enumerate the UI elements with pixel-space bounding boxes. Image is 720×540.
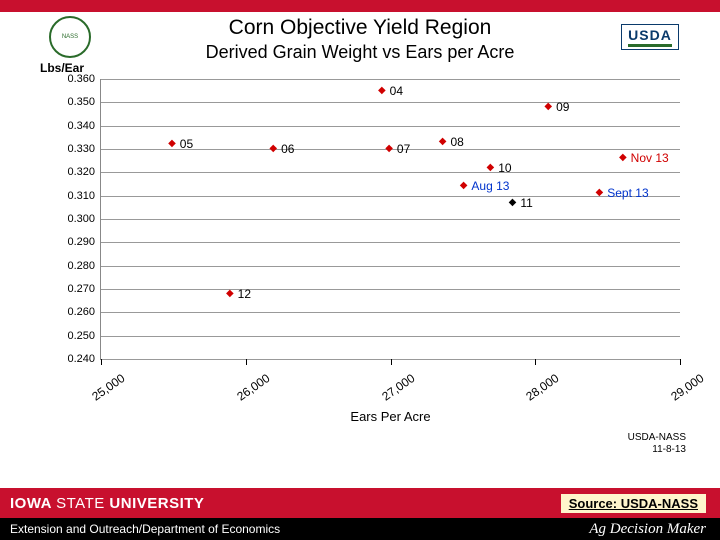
point-label: 04: [390, 85, 403, 97]
nass-circle-icon: NASS: [49, 16, 91, 58]
y-tick-label: 0.300: [67, 213, 95, 225]
header: NASS Corn Objective Yield Region Derived…: [0, 12, 720, 63]
diamond-marker-icon: ◆: [385, 144, 393, 154]
data-point: ◆08: [439, 136, 464, 148]
gridline: [101, 196, 680, 197]
usda-box-icon: USDA: [621, 24, 679, 50]
data-point: ◆Sept 13: [596, 187, 649, 199]
point-label: Sept 13: [607, 187, 648, 199]
title-block: Corn Objective Yield Region Derived Grai…: [100, 16, 620, 63]
isu-logo: IOWA STATE UNIVERSITY: [10, 495, 204, 512]
y-tick-label: 0.250: [67, 330, 95, 342]
gridline: [101, 172, 680, 173]
diamond-marker-icon: ◆: [168, 139, 176, 149]
diamond-marker-icon: ◆: [487, 163, 495, 173]
gridline: [101, 79, 680, 80]
x-tick-mark: [101, 359, 102, 365]
data-point: ◆ 12: [226, 288, 251, 300]
y-tick-label: 0.290: [67, 236, 95, 248]
data-point: ◆Aug 13: [460, 180, 510, 192]
data-point: ◆ 04: [378, 85, 403, 97]
x-tick-label: 28,000: [524, 371, 562, 404]
source-note: USDA-NASS 11-8-13: [628, 432, 686, 456]
gridline: [101, 312, 680, 313]
point-label: 12: [238, 288, 251, 300]
point-label: 06: [281, 143, 294, 155]
y-tick-label: 0.270: [67, 283, 95, 295]
point-label: 05: [180, 138, 193, 150]
y-tick-label: 0.340: [67, 120, 95, 132]
usda-logo: USDA: [620, 16, 680, 58]
diamond-marker-icon: ◆: [460, 181, 468, 191]
chart-title: Corn Objective Yield Region: [100, 16, 620, 40]
gridline: [101, 289, 680, 290]
y-tick-label: 0.240: [67, 353, 95, 365]
y-tick-label: 0.280: [67, 260, 95, 272]
chart-subtitle: Derived Grain Weight vs Ears per Acre: [100, 42, 620, 63]
x-tick-mark: [246, 359, 247, 365]
y-tick-label: 0.360: [67, 73, 95, 85]
x-tick-label: 29,000: [668, 371, 706, 404]
x-tick-mark: [535, 359, 536, 365]
diamond-marker-icon: ◆: [226, 289, 234, 299]
y-tick-label: 0.350: [67, 96, 95, 108]
gridline: [101, 266, 680, 267]
point-label: Nov 13: [631, 152, 669, 164]
gridline: [101, 102, 680, 103]
slide-container: NASS Corn Objective Yield Region Derived…: [0, 0, 720, 540]
data-point: ◆ Nov 13: [619, 152, 669, 164]
diamond-marker-icon: ◆: [439, 137, 447, 147]
data-point: ◆ 09: [544, 101, 569, 113]
gridline: [101, 126, 680, 127]
diamond-marker-icon: ◆: [509, 198, 517, 208]
footer-black-bar: Extension and Outreach/Department of Eco…: [0, 518, 720, 540]
x-tick-mark: [391, 359, 392, 365]
point-label: 11: [520, 197, 532, 209]
data-point: ◆ 05: [168, 138, 193, 150]
y-tick-label: 0.320: [67, 166, 95, 178]
source-note-line1: USDA-NASS: [628, 432, 686, 444]
point-label: 08: [450, 136, 463, 148]
gridline: [101, 336, 680, 337]
x-tick-label: 27,000: [379, 371, 417, 404]
diamond-marker-icon: ◆: [619, 153, 627, 163]
point-label: Aug 13: [471, 180, 509, 192]
diamond-marker-icon: ◆: [378, 86, 386, 96]
x-tick-label: 26,000: [234, 371, 272, 404]
gridline: [101, 242, 680, 243]
plot-area: Ears Per Acre 0.2400.2500.2600.2700.2800…: [100, 79, 680, 360]
gridline: [101, 219, 680, 220]
point-label: 10: [498, 162, 511, 174]
data-point: ◆11: [509, 197, 533, 209]
data-point: ◆ 06: [269, 143, 294, 155]
source-note-line2: 11-8-13: [628, 444, 686, 456]
nass-logo: NASS: [40, 16, 100, 58]
source-badge: Source: USDA-NASS: [561, 494, 706, 513]
diamond-marker-icon: ◆: [596, 188, 604, 198]
x-tick-mark: [680, 359, 681, 365]
diamond-marker-icon: ◆: [269, 144, 277, 154]
top-red-bar: [0, 0, 720, 12]
diamond-marker-icon: ◆: [544, 102, 552, 112]
department-text: Extension and Outreach/Department of Eco…: [10, 522, 280, 536]
data-point: ◆10: [487, 162, 512, 174]
x-axis-label: Ears Per Acre: [350, 409, 430, 424]
y-tick-label: 0.330: [67, 143, 95, 155]
point-label: 07: [397, 143, 410, 155]
ag-decision-maker: Ag Decision Maker: [589, 521, 706, 538]
y-tick-label: 0.310: [67, 190, 95, 202]
data-point: ◆ 07: [385, 143, 410, 155]
x-tick-label: 25,000: [89, 371, 127, 404]
y-tick-label: 0.260: [67, 306, 95, 318]
point-label: 09: [556, 101, 569, 113]
footer-red-bar: IOWA STATE UNIVERSITY Source: USDA-NASS: [0, 488, 720, 518]
chart-area: Lbs/Ear Ears Per Acre 0.2400.2500.2600.2…: [40, 67, 690, 437]
